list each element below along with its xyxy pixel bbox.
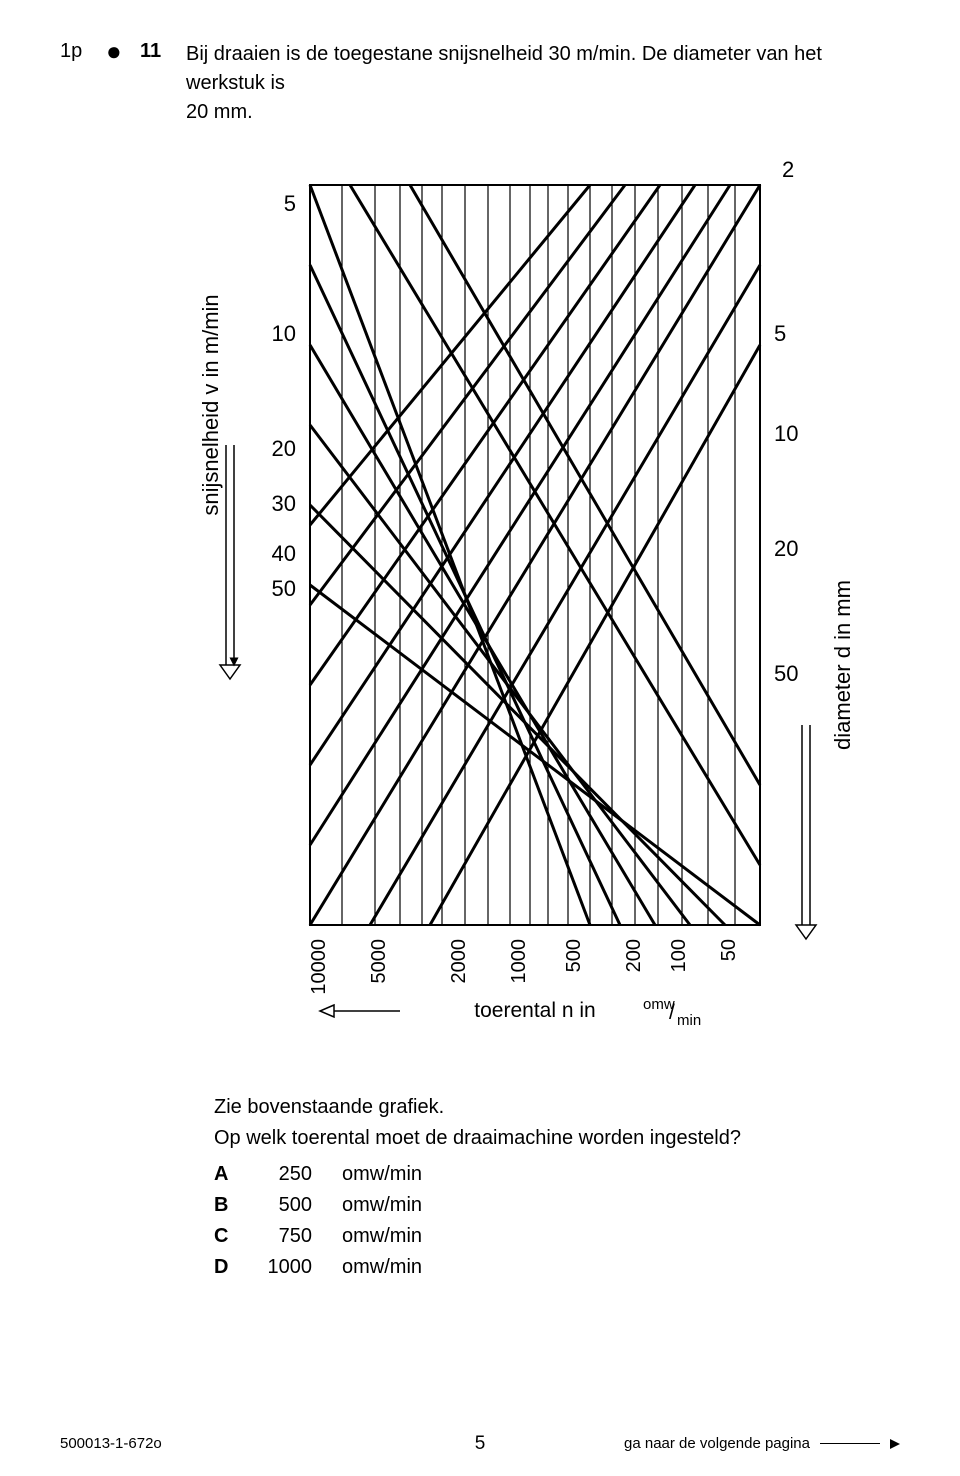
answer-b-label: B [214, 1190, 234, 1221]
answer-d-unit: omw/min [342, 1252, 422, 1283]
footer-code: 500013-1-672o [60, 1435, 162, 1452]
svg-text:toerental n in: toerental n in [474, 999, 595, 1022]
svg-text:20: 20 [774, 536, 798, 561]
answer-options: A 250 omw/min B 500 omw/min C 750 omw/mi… [214, 1159, 880, 1283]
svg-text:snijsnelheid v in m/min: snijsnelheid v in m/min [198, 294, 223, 515]
footer-next: ga naar de volgende pagina [624, 1435, 900, 1452]
question-text: Bij draaien is de toegestane snijsnelhei… [186, 40, 880, 127]
answer-d-label: D [214, 1252, 234, 1283]
points-label: 1p [60, 40, 88, 63]
footer-line-icon [820, 1443, 880, 1444]
svg-text:2000: 2000 [448, 939, 470, 984]
after-text-1: Zie bovenstaande grafiek. [214, 1093, 880, 1122]
svg-text:50: 50 [774, 661, 798, 686]
answer-b: B 500 omw/min [214, 1190, 880, 1221]
answer-d-value: 1000 [260, 1252, 312, 1283]
svg-text:50: 50 [718, 939, 740, 961]
svg-text:10000: 10000 [308, 939, 330, 995]
svg-text:10: 10 [774, 421, 798, 446]
svg-text:200: 200 [623, 939, 645, 972]
svg-text:30: 30 [272, 491, 296, 516]
answer-a-label: A [214, 1159, 234, 1190]
answer-b-unit: omw/min [342, 1190, 422, 1221]
after-text-2: Op welk toerental moet de draaimachine w… [214, 1124, 880, 1153]
answer-b-value: 500 [260, 1190, 312, 1221]
svg-text:100: 100 [668, 939, 690, 972]
answer-a-value: 250 [260, 1159, 312, 1190]
answer-a-unit: omw/min [342, 1159, 422, 1190]
footer-arrow-icon [890, 1439, 900, 1449]
answer-c-label: C [214, 1221, 234, 1252]
question-line1: Bij draaien is de toegestane snijsnelhei… [186, 43, 822, 94]
footer-next-text: ga naar de volgende pagina [624, 1435, 810, 1452]
answer-c-value: 750 [260, 1221, 312, 1252]
svg-text:10: 10 [272, 321, 296, 346]
svg-text:2: 2 [782, 157, 794, 182]
bullet-icon: ● [106, 40, 122, 63]
question-number: 11 [140, 40, 168, 63]
svg-text:diameter d in mm: diameter d in mm [830, 580, 855, 750]
svg-text:50: 50 [272, 576, 296, 601]
answer-c: C 750 omw/min [214, 1221, 880, 1252]
answer-a: A 250 omw/min [214, 1159, 880, 1190]
question-line2: 20 mm. [186, 101, 253, 123]
svg-text:40: 40 [272, 541, 296, 566]
nomogram-chart: 5 10 20 30 40 50 snijsnelheid v in m/min 2 5 10 20… [190, 145, 890, 1071]
svg-text:min: min [677, 1012, 701, 1029]
page-number: 5 [475, 1433, 486, 1455]
svg-text:5000: 5000 [368, 939, 390, 984]
svg-text:1000: 1000 [508, 939, 530, 984]
svg-text:5: 5 [774, 321, 786, 346]
svg-text:20: 20 [272, 436, 296, 461]
svg-text:5: 5 [284, 191, 296, 216]
svg-text:500: 500 [563, 939, 585, 972]
svg-text:/: / [669, 1001, 675, 1024]
answer-c-unit: omw/min [342, 1221, 422, 1252]
answer-d: D 1000 omw/min [214, 1252, 880, 1283]
